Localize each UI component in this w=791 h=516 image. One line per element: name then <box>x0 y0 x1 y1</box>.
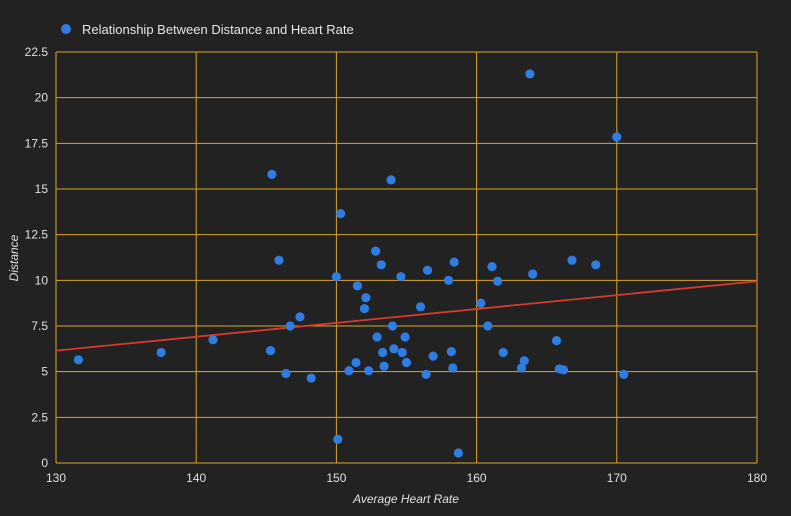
y-tick-label: 10 <box>35 273 49 287</box>
data-point[interactable] <box>73 355 84 365</box>
data-point[interactable] <box>612 132 622 142</box>
data-point[interactable] <box>351 357 361 368</box>
y-tick-label: 0 <box>41 456 48 470</box>
x-tick-label: 140 <box>186 471 206 485</box>
x-tick-label: 130 <box>46 471 66 485</box>
gridlines <box>55 51 758 464</box>
x-tick-label: 150 <box>326 471 346 485</box>
x-tick-label: 170 <box>607 471 627 485</box>
data-point[interactable] <box>364 366 374 376</box>
data-point[interactable] <box>397 347 407 358</box>
x-axis-title: Average Heart Rate <box>352 492 459 506</box>
data-point[interactable] <box>378 347 388 358</box>
data-point[interactable] <box>379 361 389 371</box>
data-points <box>73 69 629 458</box>
data-point[interactable] <box>483 321 493 331</box>
data-point[interactable] <box>519 356 529 366</box>
data-point[interactable] <box>331 272 341 282</box>
data-point[interactable] <box>400 332 410 342</box>
data-point[interactable] <box>453 448 463 458</box>
data-point[interactable] <box>265 346 276 356</box>
data-point[interactable] <box>274 255 284 265</box>
data-point[interactable] <box>449 257 459 267</box>
y-tick-label: 12.5 <box>25 228 49 242</box>
data-point[interactable] <box>446 346 456 357</box>
y-tick-label: 7.5 <box>31 319 48 333</box>
data-point[interactable] <box>306 373 316 383</box>
data-point[interactable] <box>558 365 569 375</box>
data-point[interactable] <box>376 260 386 270</box>
data-point[interactable] <box>401 357 412 368</box>
data-point[interactable] <box>448 363 458 373</box>
legend[interactable]: Relationship Between Distance and Heart … <box>61 22 354 37</box>
data-point[interactable] <box>567 255 577 265</box>
data-point[interactable] <box>591 260 601 270</box>
legend-label: Relationship Between Distance and Heart … <box>82 22 354 37</box>
data-point[interactable] <box>389 344 399 354</box>
data-point[interactable] <box>476 298 486 308</box>
data-point[interactable] <box>619 369 629 380</box>
data-point[interactable] <box>421 369 431 380</box>
data-point[interactable] <box>333 434 343 444</box>
data-point[interactable] <box>415 302 426 312</box>
data-point[interactable] <box>422 265 433 275</box>
y-axis-tick-labels: 0 2.5 5 7.5 10 12.5 15 17.5 20 22.5 <box>25 45 49 470</box>
data-point[interactable] <box>295 312 305 322</box>
data-point[interactable] <box>428 351 438 361</box>
data-point[interactable] <box>344 366 354 376</box>
data-point[interactable] <box>525 69 535 79</box>
y-axis-title: Distance <box>7 234 21 281</box>
y-tick-label: 15 <box>35 182 49 196</box>
x-tick-label: 180 <box>747 471 767 485</box>
x-tick-label: 160 <box>467 471 487 485</box>
y-tick-label: 22.5 <box>25 45 49 59</box>
data-point[interactable] <box>443 275 454 285</box>
y-tick-label: 2.5 <box>31 410 48 424</box>
y-tick-label: 20 <box>35 91 49 105</box>
data-point[interactable] <box>487 262 497 272</box>
data-point[interactable] <box>361 293 371 303</box>
data-point[interactable] <box>281 368 291 379</box>
data-point[interactable] <box>528 269 538 279</box>
y-tick-label: 17.5 <box>25 136 49 150</box>
x-axis-tick-labels: 130 140 150 160 170 180 <box>46 471 767 485</box>
trendline-layer <box>55 280 758 352</box>
legend-marker <box>61 24 71 34</box>
data-point[interactable] <box>208 335 218 345</box>
data-point[interactable] <box>387 321 398 331</box>
trendline <box>55 280 758 352</box>
data-point[interactable] <box>359 304 370 314</box>
data-point[interactable] <box>386 175 396 185</box>
data-point[interactable] <box>267 169 277 179</box>
data-point[interactable] <box>372 332 382 342</box>
data-point[interactable] <box>336 209 346 219</box>
data-point[interactable] <box>493 276 503 286</box>
data-point[interactable] <box>516 363 527 373</box>
data-point[interactable] <box>551 336 562 346</box>
y-tick-label: 5 <box>41 365 48 379</box>
data-point[interactable] <box>498 347 508 358</box>
data-point[interactable] <box>371 246 381 256</box>
data-point[interactable] <box>285 321 295 331</box>
data-point[interactable] <box>396 272 406 282</box>
data-point[interactable] <box>156 347 166 358</box>
data-point[interactable] <box>352 281 363 291</box>
